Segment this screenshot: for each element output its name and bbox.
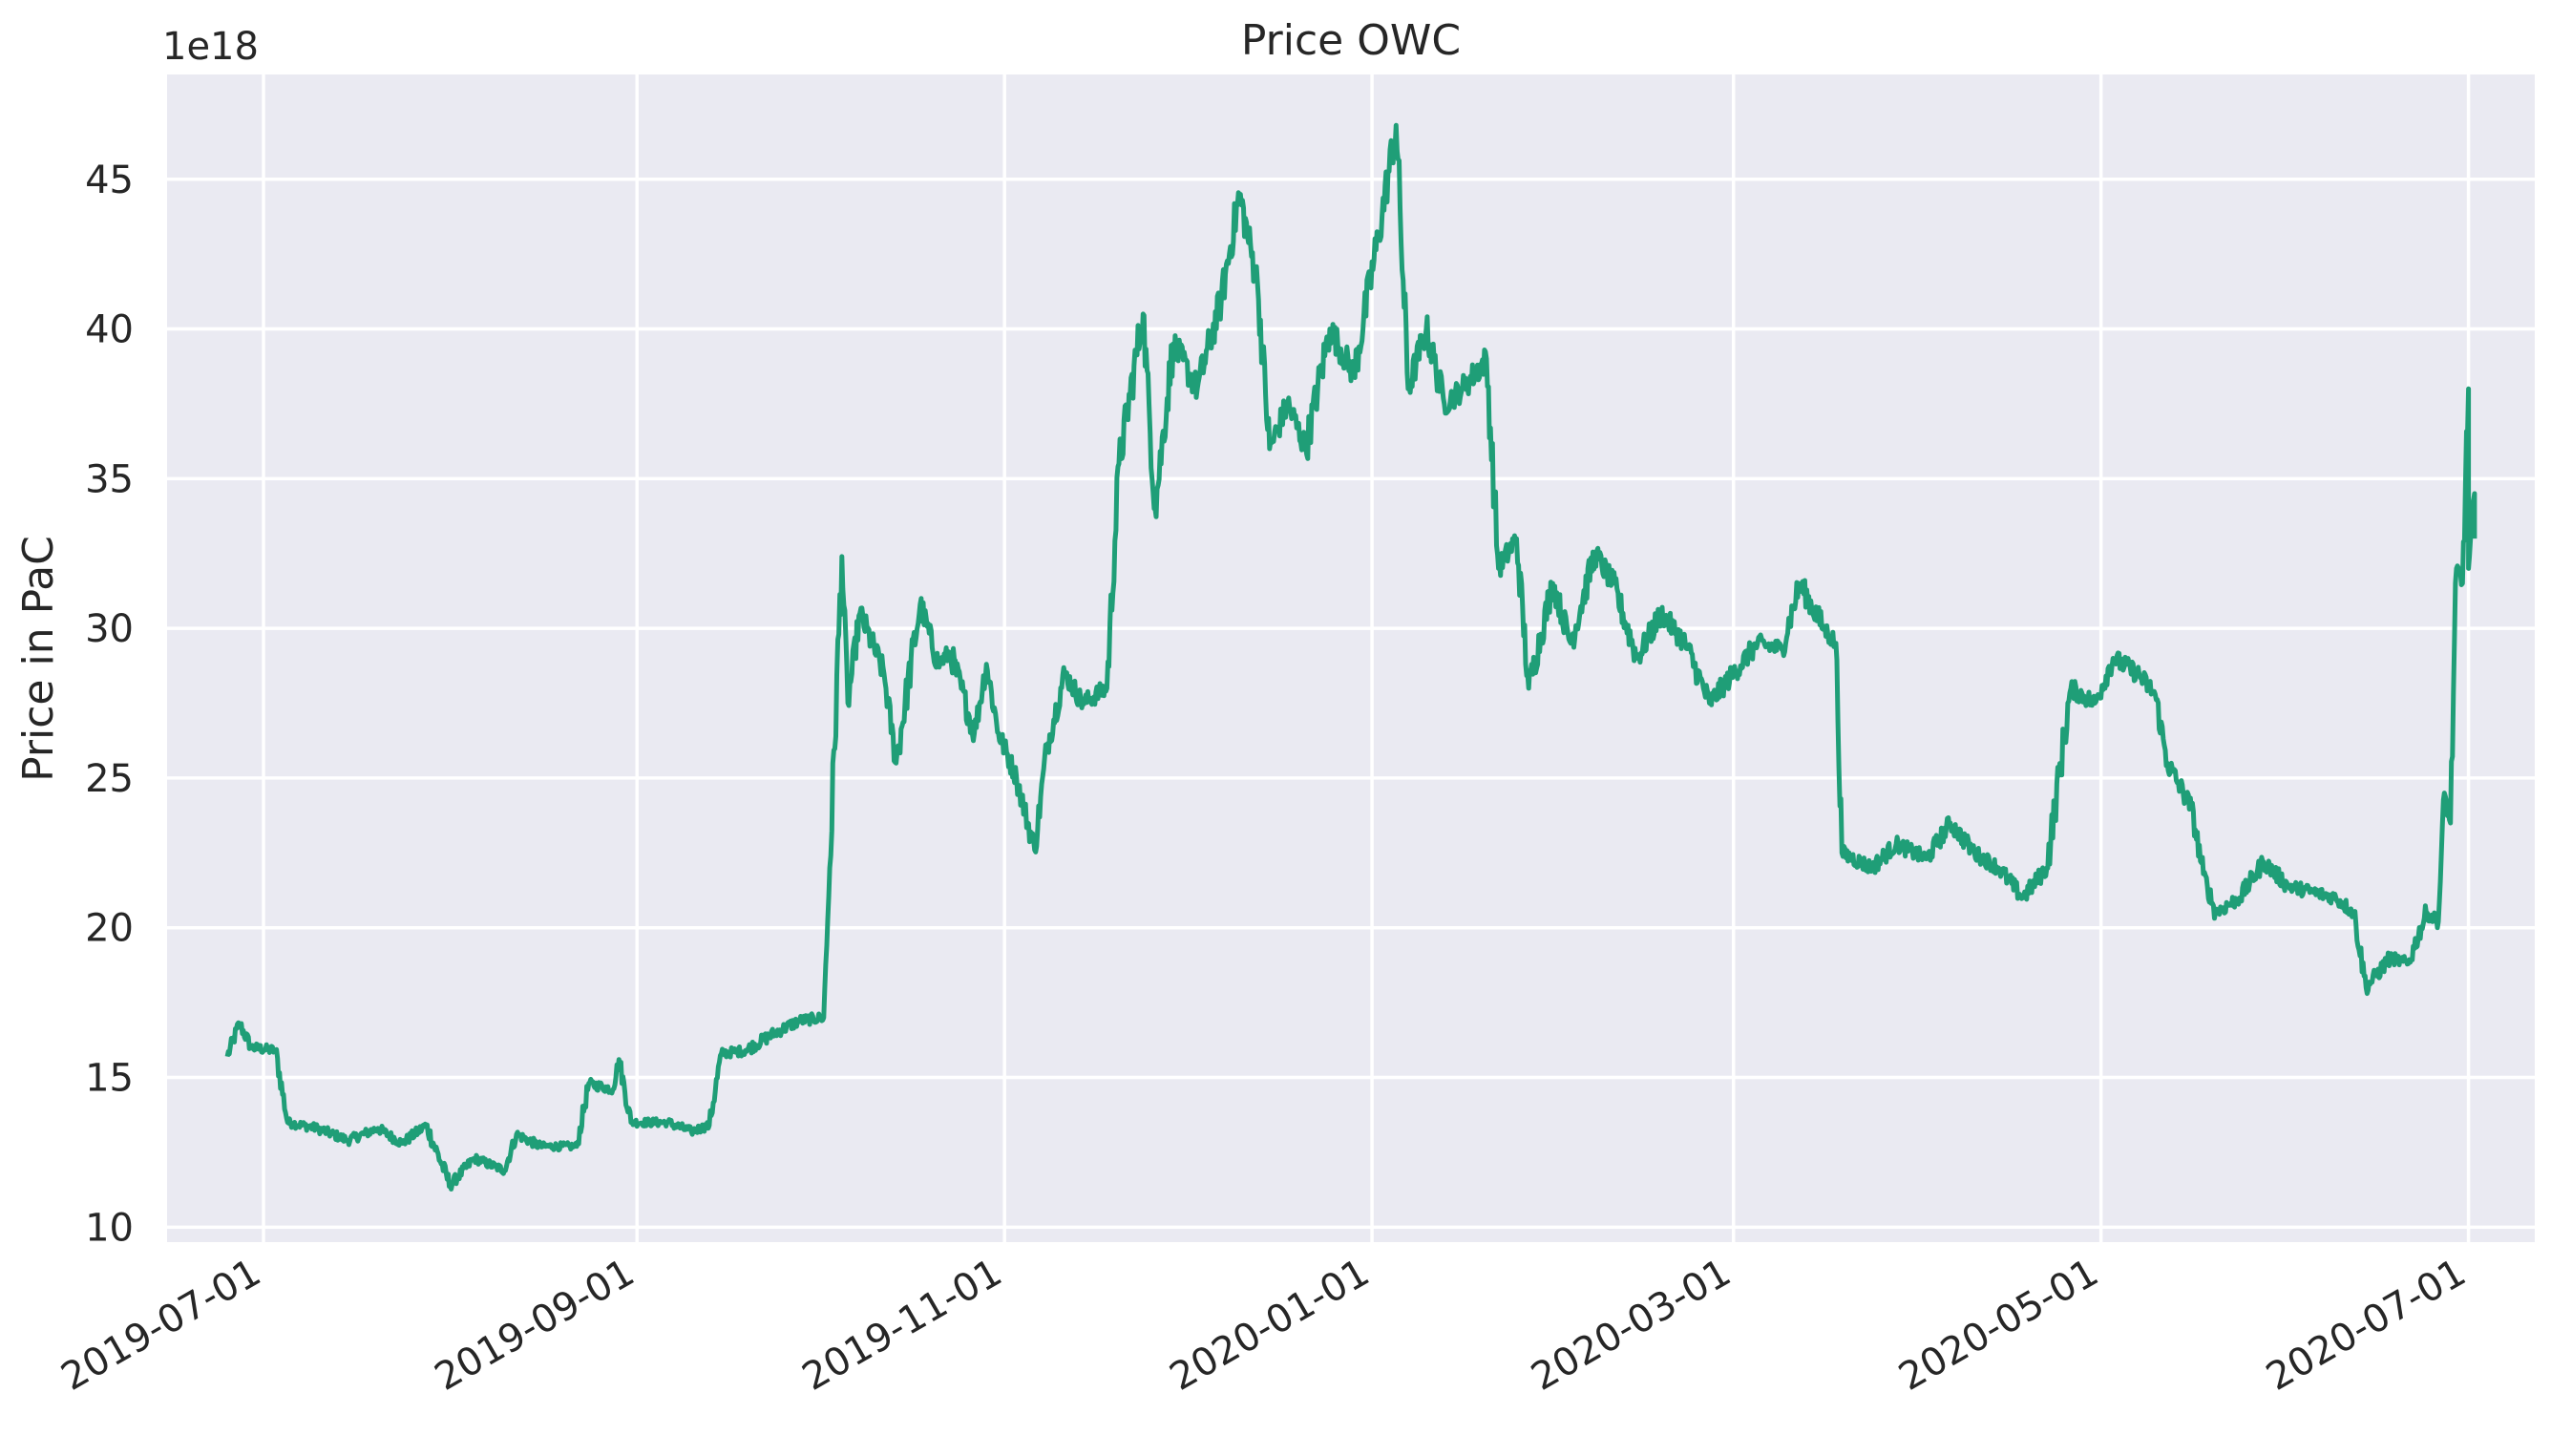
y-tick-label: 35: [85, 457, 134, 501]
plot-background: [167, 74, 2535, 1242]
y-tick-label: 10: [85, 1206, 134, 1250]
y-tick-label: 40: [85, 308, 134, 352]
x-tick-labels: 2019-07-01 2019-09-01 2019-11-01 2020-01-01…: [54, 1251, 2474, 1400]
x-tick-label: 2019-07-01: [54, 1251, 268, 1400]
y-offset-label: 1e18: [162, 25, 259, 69]
y-tick-label: 25: [85, 757, 134, 801]
chart-title: Price OWC: [1241, 16, 1461, 65]
y-gridlines: [167, 178, 2535, 1230]
x-tick-label: 2020-07-01: [2259, 1251, 2473, 1400]
x-tick-label: 2019-09-01: [428, 1251, 642, 1400]
x-tick-label: 2019-11-01: [795, 1251, 1009, 1400]
y-tick-label: 15: [85, 1057, 134, 1101]
y-tick-label: 30: [85, 607, 134, 651]
price-series-line: [224, 122, 2477, 1192]
y-tick-labels: 10 15 20 25 30 35 40 45: [85, 158, 134, 1251]
series-layer: [224, 122, 2477, 1192]
y-axis-label: Price in PaC: [14, 536, 63, 782]
y-tick-label: 45: [85, 158, 134, 202]
x-tick-label: 2020-01-01: [1163, 1251, 1377, 1400]
y-tick-label: 20: [85, 907, 134, 951]
x-tick-label: 2020-03-01: [1524, 1251, 1738, 1400]
x-tick-label: 2020-05-01: [1891, 1251, 2105, 1400]
